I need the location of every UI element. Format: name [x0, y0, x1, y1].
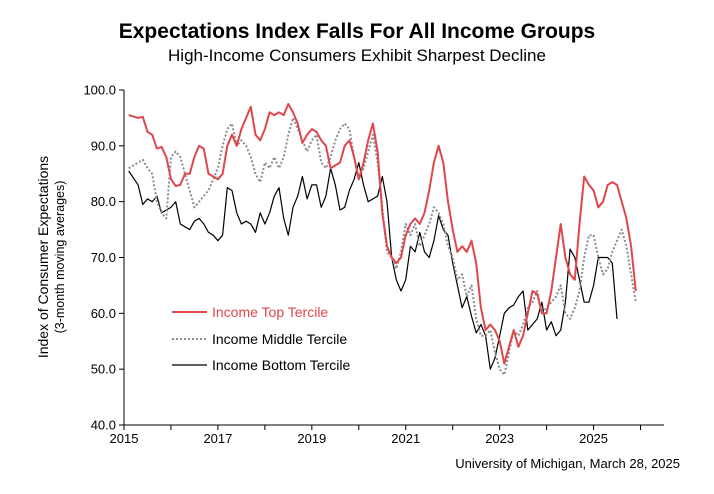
source-note: University of Michigan, March 28, 2025 — [455, 456, 680, 471]
x-tick-label: 2023 — [485, 431, 514, 446]
y-tick-label: 50.0 — [91, 362, 116, 377]
legend-label-middle-tercile: Income Middle Tercile — [212, 331, 347, 347]
y-axis-label: Index of Consumer Expectations — [35, 156, 51, 358]
series-line-top-tercile — [128, 103, 637, 365]
x-tick-label: 2017 — [203, 431, 232, 446]
legend-label-top-tercile: Income Top Tercile — [212, 304, 328, 320]
y-tick-label: 60.0 — [91, 306, 116, 321]
legend-label-bottom-tercile: Income Bottom Tercile — [212, 357, 350, 373]
y-tick-label: 100.0 — [83, 83, 116, 98]
chart-subtitle: High-Income Consumers Exhibit Sharpest D… — [168, 46, 546, 65]
legend: Income Top Tercile Income Middle Tercile… — [172, 304, 350, 373]
x-tick-label: 2021 — [391, 431, 420, 446]
chart-title: Expectations Index Falls For All Income … — [118, 20, 596, 43]
x-tick-label: 2025 — [579, 431, 608, 446]
x-tick-label: 2015 — [110, 431, 139, 446]
y-tick-label: 40.0 — [91, 418, 116, 433]
series-line-bottom-tercile — [128, 162, 618, 370]
x-tick-label: 2019 — [297, 431, 326, 446]
y-axis-label-line2: (3-month moving averages) — [53, 181, 67, 334]
y-tick-label: 70.0 — [91, 250, 116, 265]
y-tick-label: 80.0 — [91, 194, 116, 209]
y-tick-label: 90.0 — [91, 138, 116, 153]
